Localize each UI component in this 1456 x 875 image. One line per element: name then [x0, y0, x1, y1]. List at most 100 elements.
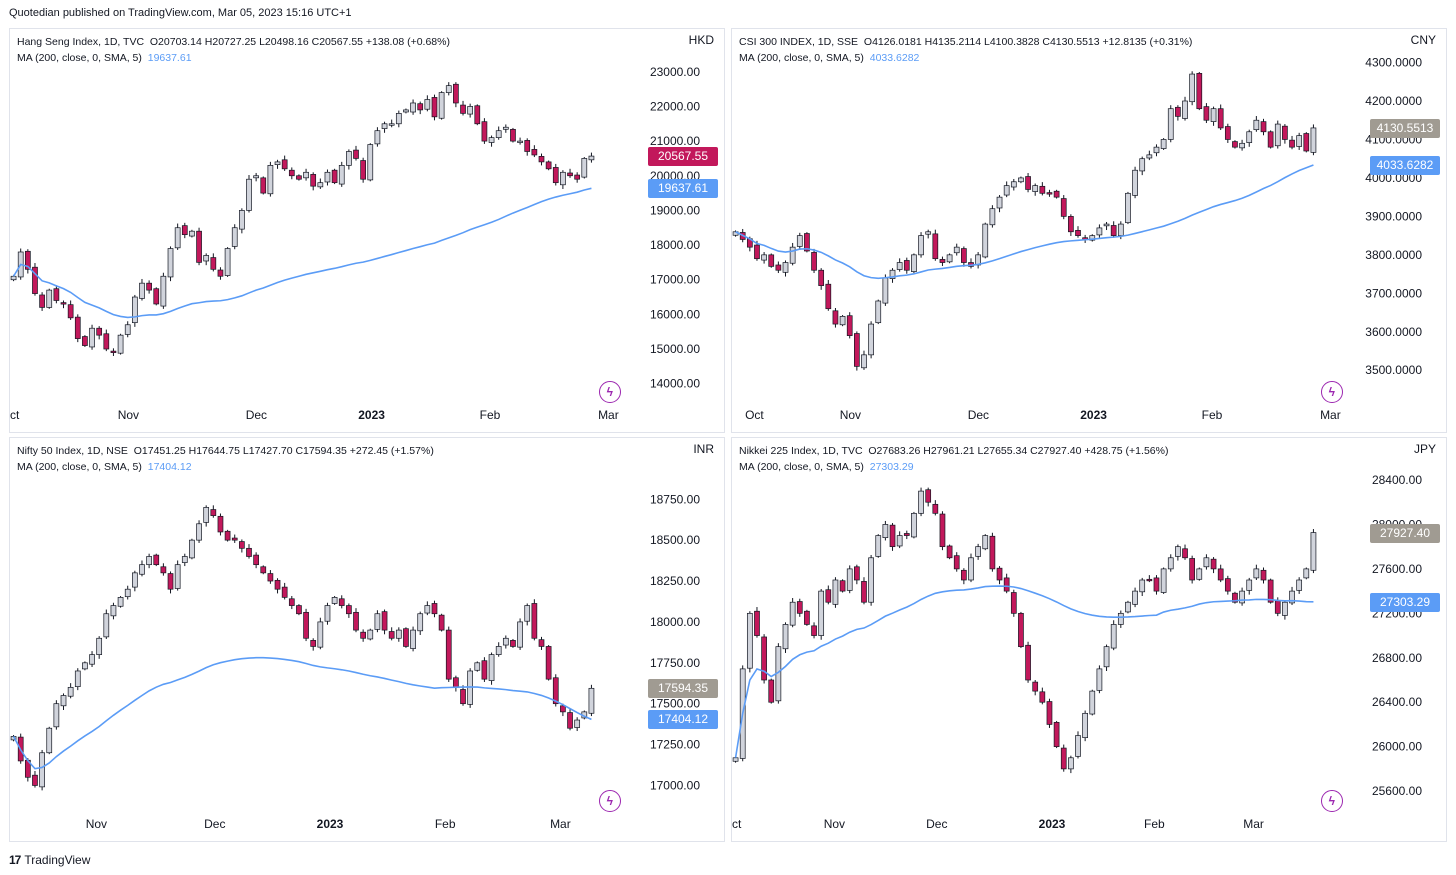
candle-up: [789, 246, 796, 264]
candle-down: [1146, 578, 1153, 582]
candle-up: [374, 130, 381, 145]
candle-down: [939, 259, 946, 263]
candle-up: [832, 579, 839, 605]
candle-up: [1167, 108, 1174, 140]
candle-down: [288, 169, 295, 177]
candle-up: [818, 590, 825, 636]
candle-up: [1175, 546, 1181, 557]
candle-down: [531, 149, 538, 156]
candle-down: [231, 537, 238, 541]
candle-up: [989, 208, 996, 226]
candle-down: [453, 83, 459, 104]
chart-panel-hang-seng[interactable]: 14000.00 15000.00 16000.00 17000.00 18000.00…: [9, 28, 725, 433]
chart-canvas[interactable]: 25600.0026000.0026400.0026800.0027200.00…: [732, 438, 1447, 842]
footer[interactable]: 17 TradingView: [9, 853, 90, 867]
y-tick-label: 18500.00: [650, 533, 700, 547]
candle-up: [445, 85, 452, 93]
candle-up: [488, 654, 495, 681]
candle-up: [331, 597, 338, 604]
candle-down: [445, 629, 452, 680]
candle-down: [811, 252, 817, 271]
ma-value: 19637.61: [147, 52, 192, 64]
candle-down: [360, 631, 366, 639]
candle-down: [754, 610, 760, 636]
lightning-icon[interactable]: ϟ: [1320, 790, 1343, 812]
lightning-icon[interactable]: ϟ: [1320, 381, 1343, 403]
candle-up: [996, 196, 1003, 209]
candle-down: [253, 554, 259, 566]
candle-down: [531, 603, 538, 639]
candle-up: [1289, 590, 1295, 604]
candle-down: [296, 605, 302, 615]
candle-down: [310, 640, 317, 647]
candle-up: [139, 564, 145, 575]
candle-up: [1196, 568, 1203, 580]
candle-down: [574, 174, 581, 180]
candle-down: [403, 628, 409, 647]
candle-up: [267, 165, 274, 195]
candle-up: [560, 171, 566, 186]
lightning-icon[interactable]: ϟ: [598, 790, 621, 812]
chart-canvas[interactable]: 14000.00 15000.00 16000.00 17000.00 18000.00…: [10, 29, 725, 433]
candles: [732, 71, 1317, 371]
candle-down: [832, 310, 839, 325]
ma-label: MA (200, close, 0, SMA, 5): [739, 461, 864, 473]
candle-up: [782, 262, 789, 273]
candle-up: [1246, 131, 1253, 143]
candle-up: [67, 686, 74, 697]
candle-up: [89, 327, 95, 348]
candle-up: [1310, 532, 1317, 571]
candle-down: [310, 174, 317, 187]
ohlc-values: O27683.26 H27961.21 L27655.34 C27927.40 …: [868, 445, 1169, 457]
chart-panel-nifty-50[interactable]: 17000.00 17250.00 17500.00 17750.00 18000.00…: [9, 437, 725, 842]
chart-canvas[interactable]: 17000.00 17250.00 17500.00 17750.00 18000.00…: [10, 438, 725, 842]
candle-down: [67, 304, 74, 319]
candle-down: [82, 336, 88, 346]
candle-up: [253, 175, 259, 179]
candle-up: [868, 557, 874, 603]
y-tick-label: 25600.00: [1372, 784, 1422, 798]
x-tick-label: Feb: [1144, 817, 1165, 831]
chart-panel-csi-300[interactable]: 3500.0000 3600.0000 3700.0000 3800.0000 3900…: [731, 28, 1447, 433]
candle-up: [1082, 712, 1088, 739]
candle-up: [89, 654, 95, 665]
candle-up: [1139, 158, 1146, 172]
candle-down: [153, 288, 160, 305]
candle-up: [1167, 557, 1174, 570]
candle-up: [861, 354, 867, 369]
candle-up: [274, 161, 281, 166]
candle-down: [903, 260, 910, 271]
chart-panel-nikkei-225[interactable]: 25600.00 26000.00 26400.00 26800.00 27200.00…: [731, 437, 1447, 842]
candle-up: [1239, 142, 1245, 149]
candle-down: [925, 489, 932, 503]
candle-up: [581, 158, 588, 178]
candle-up: [1282, 601, 1288, 616]
candle-up: [502, 126, 509, 130]
candle-down: [567, 712, 573, 729]
candles: [10, 505, 595, 791]
y-tick-label: 20000.00: [650, 169, 700, 183]
candle-down: [1267, 131, 1274, 148]
y-tick-label: 26400.00: [1372, 695, 1422, 709]
candle-down: [552, 167, 559, 184]
candle-up: [1117, 223, 1124, 236]
candle-up: [39, 752, 45, 788]
candle-up: [174, 227, 181, 249]
candle-up: [882, 277, 889, 304]
y-tick-label: 14000.00: [650, 377, 700, 391]
candle-up: [796, 235, 803, 247]
candle-down: [1217, 568, 1224, 581]
candle-down: [39, 294, 45, 308]
candle-down: [961, 248, 967, 263]
candle-down: [796, 601, 803, 614]
candle-down: [946, 545, 953, 559]
candle-up: [517, 140, 523, 143]
x-tick-label: 2023: [358, 408, 385, 422]
candle-down: [246, 547, 252, 557]
lightning-icon[interactable]: ϟ: [598, 381, 621, 403]
candle-down: [939, 513, 946, 548]
candle-up: [117, 334, 124, 354]
candle-down: [552, 677, 559, 705]
candle-down: [353, 149, 359, 159]
chart-canvas[interactable]: 3500.0000 3600.0000 3700.0000 3800.0000 3900…: [732, 29, 1447, 433]
